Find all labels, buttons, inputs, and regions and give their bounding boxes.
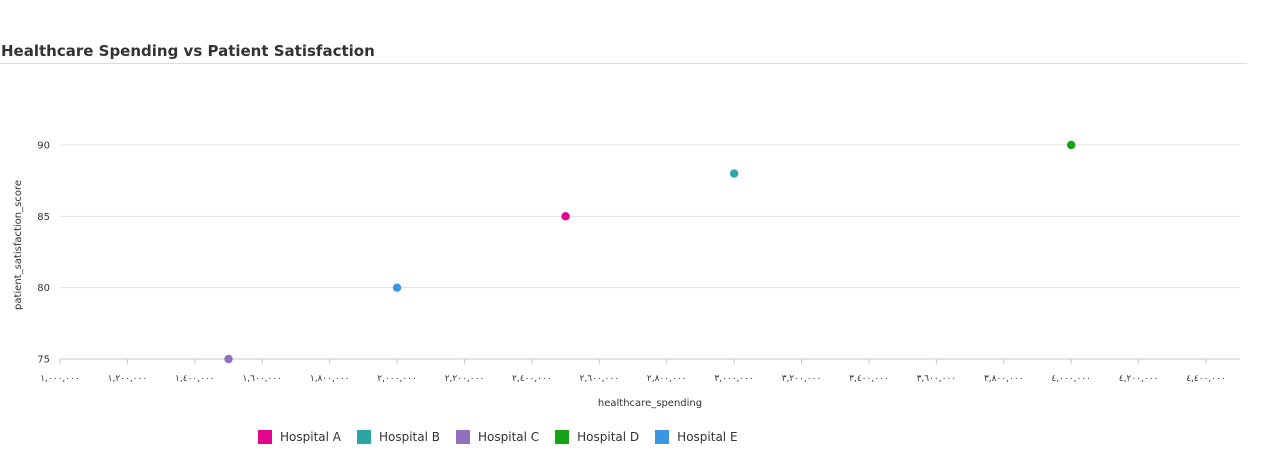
- legend-swatch: [356, 430, 371, 444]
- legend-label: Hospital D: [577, 430, 640, 444]
- data-points: [224, 140, 1076, 364]
- legend-swatch: [258, 430, 272, 444]
- x-tick-label: ١,٤٠٠,٠٠٠: [175, 374, 215, 384]
- legend: Hospital A Hospital B Hospital C Hospital D…: [258, 430, 754, 444]
- x-tick-label: ١,٨٠٠,٠٠٠: [310, 374, 350, 384]
- x-tick-label: ٤,٤٠٠,٠٠٠: [1186, 374, 1226, 384]
- x-tick-label: ١,٢٠٠,٠٠٠: [108, 374, 148, 384]
- legend-swatch: [555, 430, 570, 444]
- x-tick-label: ٢,٨٠٠,٠٠٠: [647, 374, 687, 384]
- x-tick-label: ٢,٤٠٠,٠٠٠: [512, 374, 552, 384]
- legend-label: Hospital C: [478, 430, 540, 444]
- x-tick-label: ٣,٠٠٠,٠٠٠: [714, 374, 754, 384]
- x-tick-label: ٤,٢٠٠,٠٠٠: [1119, 374, 1159, 384]
- x-tick-label: ٣,٨٠٠,٠٠٠: [984, 374, 1024, 384]
- x-tick-label: ٣,٢٠٠,٠٠٠: [782, 374, 822, 384]
- data-point[interactable]: [561, 212, 570, 221]
- legend-item[interactable]: Hospital D: [555, 430, 639, 444]
- x-tick-label: ١,٠٠٠,٠٠٠: [40, 374, 80, 384]
- y-tick-label: 85: [37, 212, 50, 223]
- legend-item[interactable]: Hospital E: [655, 430, 738, 444]
- y-axis-ticks: 75 80 85 90: [37, 141, 50, 366]
- gridlines: [60, 144, 1240, 360]
- data-point[interactable]: [729, 169, 739, 178]
- y-tick-label: 75: [37, 355, 50, 366]
- title-divider: [0, 63, 1247, 64]
- x-axis-ticks: ١,٠٠٠,٠٠٠ ١,٢٠٠,٠٠٠ ١,٤٠٠,٠٠٠ ١,٦٠٠,٠٠٠ ١,٨٠…: [40, 359, 1226, 384]
- y-tick-label: 80: [37, 283, 50, 294]
- x-tick-label: ١,٦٠٠,٠٠٠: [242, 374, 282, 384]
- y-axis-label: patient_satisfaction_score: [13, 180, 24, 310]
- data-point[interactable]: [1066, 140, 1076, 150]
- x-tick-label: ٣,٤٠٠,٠٠٠: [849, 374, 889, 384]
- data-point[interactable]: [392, 283, 402, 292]
- legend-label: Hospital E: [677, 430, 738, 444]
- legend-label: Hospital A: [280, 430, 341, 444]
- x-tick-label: ٣,٦٠٠,٠٠٠: [917, 374, 957, 384]
- y-tick-label: 90: [37, 141, 50, 152]
- chart-title: Healthcare Spending vs Patient Satisfact…: [1, 42, 375, 60]
- legend-item[interactable]: Hospital C: [456, 430, 539, 444]
- x-tick-label: ٢,٠٠٠,٠٠٠: [377, 374, 417, 384]
- legend-swatch: [456, 430, 470, 444]
- x-axis-label: healthcare_spending: [598, 398, 702, 409]
- x-tick-label: ٢,٢٠٠,٠٠٠: [445, 374, 485, 384]
- data-point[interactable]: [224, 354, 233, 364]
- x-tick-label: ٤,٠٠٠,٠٠٠: [1051, 374, 1091, 384]
- legend-label: Hospital B: [378, 430, 440, 444]
- legend-swatch: [655, 430, 670, 444]
- legend-item[interactable]: Hospital B: [356, 430, 440, 444]
- legend-item[interactable]: Hospital A: [258, 430, 341, 444]
- x-tick-label: ٢,٦٠٠,٠٠٠: [580, 374, 620, 384]
